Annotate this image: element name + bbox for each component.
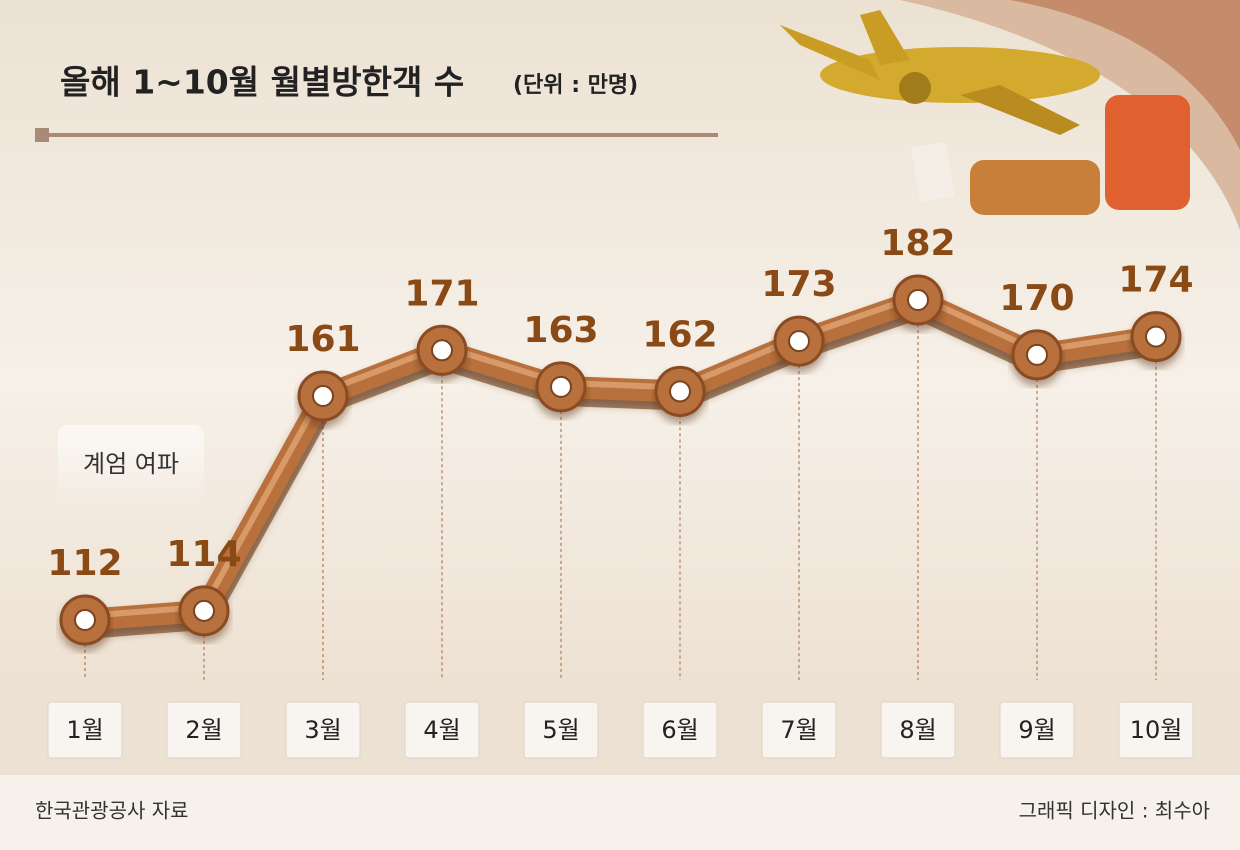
x-tick-box — [761, 701, 837, 759]
value-label: 171 — [404, 273, 479, 314]
divider-cap — [35, 128, 49, 142]
line-highlight — [84, 293, 1157, 619]
x-tick-box — [880, 701, 956, 759]
value-label: 161 — [285, 319, 360, 360]
corner-decoration — [1010, 0, 1240, 150]
value-label: 182 — [880, 223, 955, 264]
x-tick-box — [404, 701, 480, 759]
value-label: 174 — [1118, 260, 1193, 301]
point-center — [193, 599, 215, 622]
annotation: 계엄 여파 — [83, 450, 179, 478]
x-tick-box — [166, 701, 242, 759]
x-tick-box — [47, 701, 123, 759]
x-tick-box — [523, 701, 599, 759]
value-label: 162 — [642, 314, 717, 355]
value-label: 173 — [761, 264, 836, 305]
point-center — [788, 330, 810, 353]
x-tick-box — [1118, 701, 1194, 759]
source: 한국관광공사 자료 — [35, 799, 189, 823]
value-label: 170 — [999, 278, 1074, 319]
credit: 그래픽 디자인 : 최수아 — [1019, 799, 1210, 823]
x-tick-label: 9월 — [1018, 716, 1055, 744]
point-center — [431, 339, 453, 362]
value-label: 114 — [166, 534, 241, 575]
x-tick-box — [999, 701, 1075, 759]
point-center — [74, 609, 96, 631]
x-tick-label: 5월 — [542, 716, 579, 744]
point-center — [907, 289, 929, 311]
x-tick-label: 10월 — [1130, 716, 1183, 744]
corner-decoration — [900, 0, 1240, 230]
illustration — [780, 10, 1190, 215]
x-tick-label: 3월 — [304, 716, 341, 744]
point-center — [550, 375, 572, 398]
annotation-box — [58, 425, 204, 505]
chart-subtitle: (단위 : 만명) — [513, 73, 638, 98]
x-tick-box — [285, 701, 361, 759]
point-center — [1145, 325, 1167, 348]
x-tick-box — [642, 701, 718, 759]
point-center — [312, 385, 334, 407]
point-center — [669, 380, 691, 403]
x-tick-label: 1월 — [66, 716, 103, 744]
x-tick-label: 6월 — [661, 716, 698, 744]
footer — [0, 775, 1240, 850]
point-center — [1026, 343, 1048, 366]
x-tick-label: 7월 — [780, 716, 817, 744]
x-tick-label: 8월 — [899, 716, 936, 744]
value-label: 163 — [523, 310, 598, 351]
value-label: 112 — [47, 543, 122, 584]
chart-title: 올해 1~10월 월별방한객 수 — [60, 63, 464, 102]
x-tick-label: 2월 — [185, 716, 222, 744]
x-tick-label: 4월 — [423, 716, 460, 744]
